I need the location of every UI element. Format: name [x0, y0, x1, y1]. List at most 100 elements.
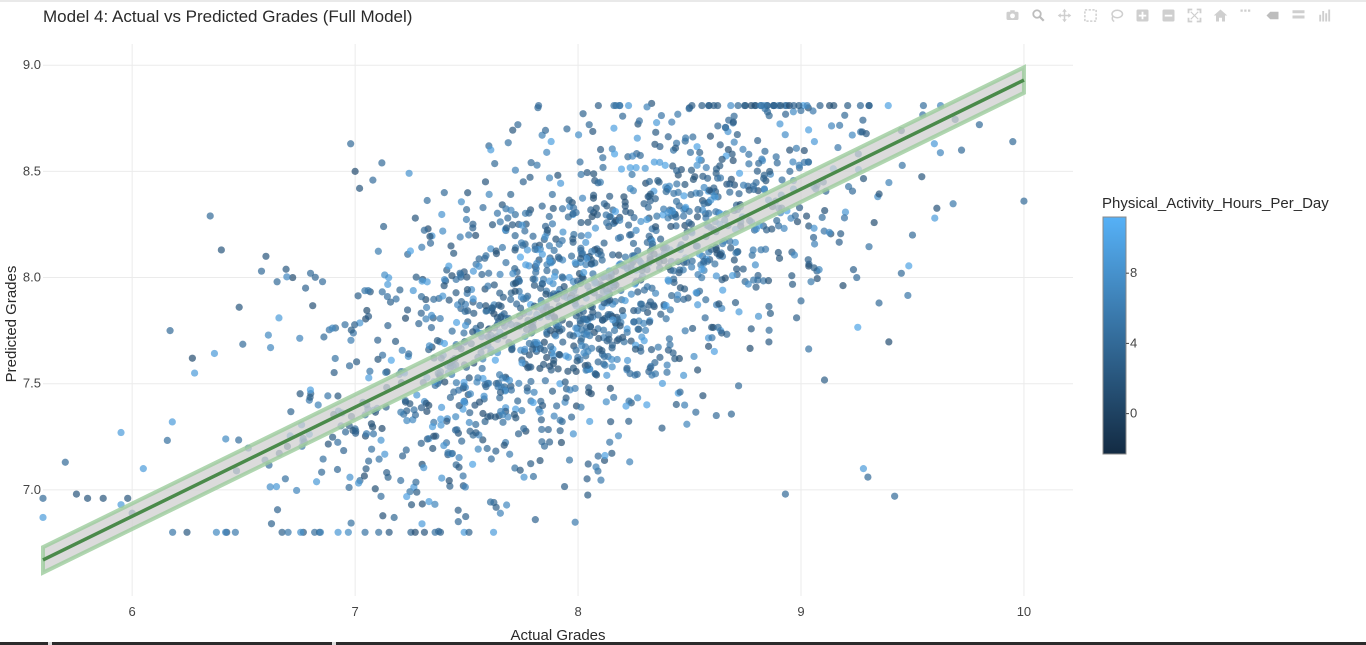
- data-point: [735, 308, 743, 316]
- data-point: [688, 263, 696, 271]
- data-point: [522, 294, 530, 302]
- data-point: [318, 468, 326, 476]
- data-point: [859, 174, 868, 183]
- data-point: [369, 176, 377, 184]
- autoscale-icon[interactable]: [1182, 6, 1206, 24]
- data-point: [627, 230, 635, 239]
- data-point: [520, 473, 528, 481]
- data-point: [592, 463, 600, 471]
- data-point: [316, 528, 325, 536]
- compare-hover-icon[interactable]: [1260, 6, 1284, 24]
- data-point: [440, 441, 448, 450]
- home-icon[interactable]: [1208, 6, 1232, 24]
- data-point: [615, 101, 624, 110]
- data-point: [465, 231, 473, 239]
- data-point: [623, 328, 631, 336]
- data-point: [681, 401, 689, 409]
- data-point: [454, 518, 462, 526]
- data-point: [694, 205, 702, 214]
- data-point: [875, 190, 883, 198]
- fit-line: [42, 78, 1025, 562]
- zoom-out-icon[interactable]: [1156, 6, 1180, 24]
- x-tick-label: 6: [129, 604, 136, 619]
- data-point: [681, 180, 689, 189]
- data-point: [687, 190, 695, 199]
- data-point: [704, 342, 713, 350]
- data-point: [559, 228, 567, 236]
- data-point: [519, 241, 527, 249]
- data-point: [324, 440, 332, 448]
- colorbar-ticks: 0 4 8: [1126, 265, 1137, 421]
- data-point: [552, 235, 560, 243]
- data-point: [344, 528, 352, 536]
- data-point: [314, 401, 322, 409]
- top-border: [0, 0, 1366, 2]
- camera-icon[interactable]: [1000, 6, 1024, 24]
- data-point: [666, 341, 674, 349]
- data-point: [463, 273, 471, 281]
- data-point: [378, 288, 386, 296]
- data-point: [492, 250, 501, 258]
- zoom-in-icon[interactable]: [1130, 6, 1154, 24]
- data-point: [440, 339, 449, 348]
- data-point: [452, 318, 461, 327]
- data-point: [727, 175, 735, 183]
- data-point: [586, 417, 594, 426]
- data-point: [652, 128, 660, 136]
- data-point: [429, 444, 437, 453]
- data-point: [462, 512, 470, 521]
- data-point: [765, 326, 773, 334]
- data-point: [645, 318, 654, 326]
- data-point: [452, 289, 460, 297]
- data-point: [683, 420, 691, 428]
- data-point: [600, 352, 608, 361]
- data-point: [386, 298, 395, 306]
- data-point: [235, 303, 243, 311]
- data-point: [423, 407, 431, 416]
- data-point: [331, 354, 339, 363]
- data-point: [602, 398, 610, 406]
- data-point: [345, 483, 353, 492]
- data-point: [306, 269, 315, 277]
- data-point: [599, 163, 607, 172]
- data-point: [529, 398, 537, 407]
- data-point: [754, 312, 763, 320]
- data-point: [706, 132, 715, 140]
- plotly-logo-icon[interactable]: [1312, 6, 1336, 24]
- data-point: [610, 150, 619, 158]
- data-point: [124, 494, 132, 502]
- data-point: [620, 193, 628, 201]
- data-point: [701, 314, 709, 322]
- spike-lines-icon[interactable]: [1234, 6, 1258, 24]
- data-point: [667, 222, 675, 231]
- data-point: [392, 295, 400, 303]
- data-point: [764, 277, 773, 285]
- data-point: [377, 492, 385, 500]
- data-point: [320, 333, 328, 341]
- data-point: [777, 101, 785, 110]
- data-point: [351, 167, 359, 175]
- data-point: [875, 299, 883, 307]
- data-point: [763, 101, 771, 110]
- lasso-select-icon[interactable]: [1104, 6, 1128, 24]
- data-point: [456, 269, 464, 277]
- box-select-icon[interactable]: [1078, 6, 1102, 24]
- data-point: [688, 101, 696, 110]
- zoom-icon[interactable]: [1026, 6, 1050, 24]
- data-point: [293, 486, 301, 495]
- data-point: [791, 212, 799, 220]
- data-point: [497, 313, 505, 321]
- data-point: [865, 243, 873, 251]
- closest-hover-icon[interactable]: [1286, 6, 1310, 24]
- data-point: [472, 231, 480, 240]
- data-point: [721, 274, 729, 282]
- data-point: [481, 178, 490, 186]
- data-point: [557, 438, 566, 447]
- data-point: [72, 490, 81, 498]
- pan-icon[interactable]: [1052, 6, 1076, 24]
- data-point: [438, 210, 446, 219]
- data-point: [139, 465, 147, 473]
- data-point: [810, 137, 819, 146]
- data-point: [83, 494, 92, 502]
- data-point: [625, 221, 633, 229]
